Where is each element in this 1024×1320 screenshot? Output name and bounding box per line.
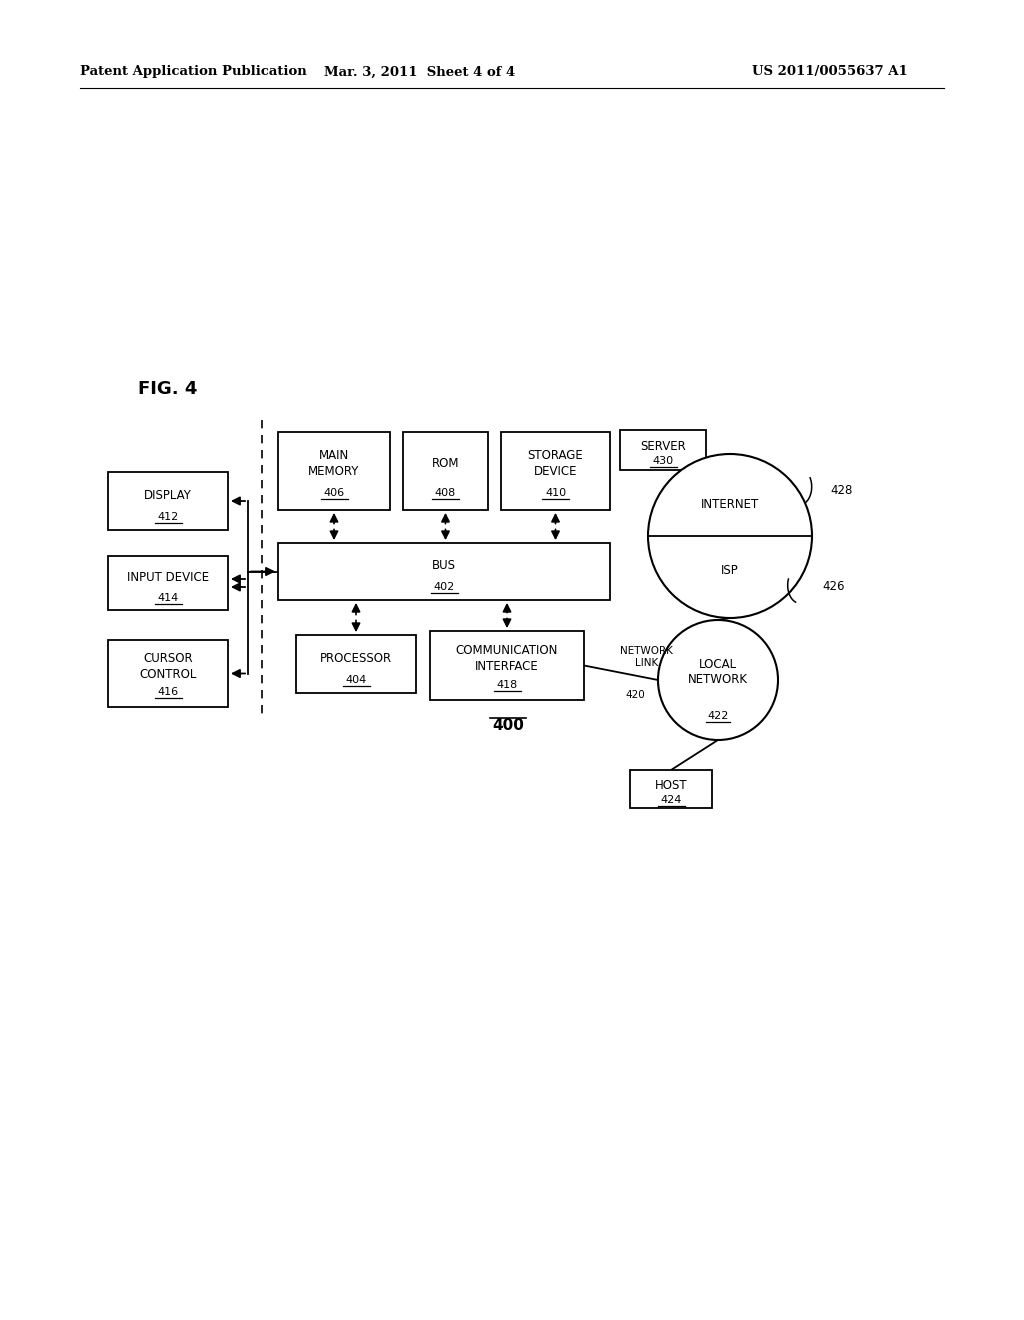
Text: FIG. 4: FIG. 4 (138, 380, 198, 399)
Text: US 2011/0055637 A1: US 2011/0055637 A1 (752, 66, 908, 78)
Text: COMMUNICATION
INTERFACE: COMMUNICATION INTERFACE (456, 644, 558, 673)
Text: 404: 404 (345, 676, 367, 685)
Text: 412: 412 (158, 512, 178, 523)
Text: 430: 430 (652, 457, 674, 466)
Text: 422: 422 (708, 711, 729, 721)
Text: 406: 406 (324, 488, 344, 498)
Text: 416: 416 (158, 688, 178, 697)
Text: 408: 408 (435, 488, 456, 498)
Text: ROM: ROM (432, 457, 459, 470)
Text: CURSOR
CONTROL: CURSOR CONTROL (139, 652, 197, 681)
Text: 420: 420 (625, 690, 645, 700)
FancyBboxPatch shape (296, 635, 416, 693)
Text: 418: 418 (497, 680, 517, 690)
FancyBboxPatch shape (108, 556, 228, 610)
Circle shape (648, 454, 812, 618)
Text: ISP: ISP (721, 564, 739, 577)
Text: BUS: BUS (432, 560, 456, 573)
Circle shape (658, 620, 778, 741)
Text: SERVER: SERVER (640, 440, 686, 453)
Text: INTERNET: INTERNET (700, 499, 759, 511)
Text: INPUT DEVICE: INPUT DEVICE (127, 572, 209, 583)
Text: LOCAL
NETWORK: LOCAL NETWORK (688, 657, 748, 686)
Text: 426: 426 (822, 581, 845, 594)
FancyBboxPatch shape (108, 640, 228, 708)
Text: MAIN
MEMORY: MAIN MEMORY (308, 449, 359, 478)
FancyBboxPatch shape (278, 543, 610, 601)
Text: 424: 424 (660, 795, 682, 805)
Text: NETWORK
LINK: NETWORK LINK (620, 647, 673, 668)
Text: Mar. 3, 2011  Sheet 4 of 4: Mar. 3, 2011 Sheet 4 of 4 (325, 66, 516, 78)
FancyBboxPatch shape (501, 432, 610, 510)
FancyBboxPatch shape (630, 770, 712, 808)
Text: DISPLAY: DISPLAY (144, 488, 191, 502)
FancyBboxPatch shape (430, 631, 584, 700)
FancyBboxPatch shape (108, 473, 228, 531)
Text: 428: 428 (830, 484, 852, 498)
Text: 402: 402 (433, 582, 455, 593)
Text: 414: 414 (158, 593, 178, 603)
Text: 400: 400 (493, 718, 524, 733)
Text: PROCESSOR: PROCESSOR (319, 652, 392, 665)
FancyBboxPatch shape (278, 432, 390, 510)
Text: 410: 410 (545, 488, 566, 498)
Text: HOST: HOST (654, 779, 687, 792)
FancyBboxPatch shape (403, 432, 488, 510)
FancyBboxPatch shape (620, 430, 706, 470)
Text: STORAGE
DEVICE: STORAGE DEVICE (527, 449, 584, 478)
Text: Patent Application Publication: Patent Application Publication (80, 66, 307, 78)
